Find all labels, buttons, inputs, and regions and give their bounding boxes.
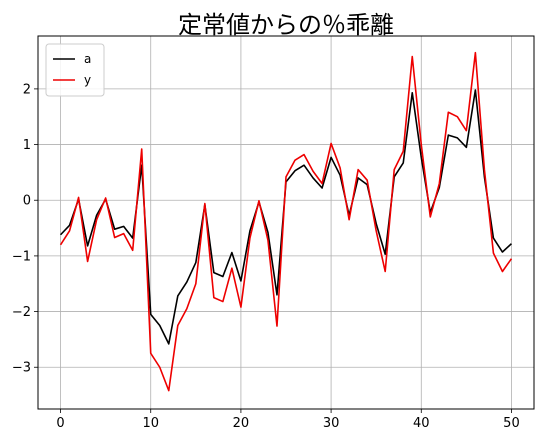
y-tick-label: −2 [12, 305, 31, 320]
series-line-y [59, 51, 513, 392]
y-tick-label: 1 [23, 138, 31, 153]
y-tick-label: −1 [12, 249, 31, 264]
x-tick-label: 40 [413, 416, 430, 431]
x-tick-label: 30 [323, 416, 340, 431]
x-tick-label: 10 [142, 416, 159, 431]
legend-label-a: a [84, 52, 91, 66]
plot-frame [37, 35, 535, 410]
legend-box [45, 43, 105, 97]
chart-title: 定常値からの％乖離 [178, 11, 394, 39]
series-line-a [59, 89, 512, 345]
x-tick-label: 20 [233, 416, 250, 431]
y-tick-label: 0 [23, 194, 31, 209]
y-tick-label: 2 [23, 82, 31, 97]
legend-label-y: y [84, 73, 91, 87]
legend: ay [45, 43, 105, 97]
y-tick-label: −3 [12, 361, 31, 376]
x-tick-label: 0 [56, 416, 64, 431]
x-tick-label: 50 [503, 416, 520, 431]
